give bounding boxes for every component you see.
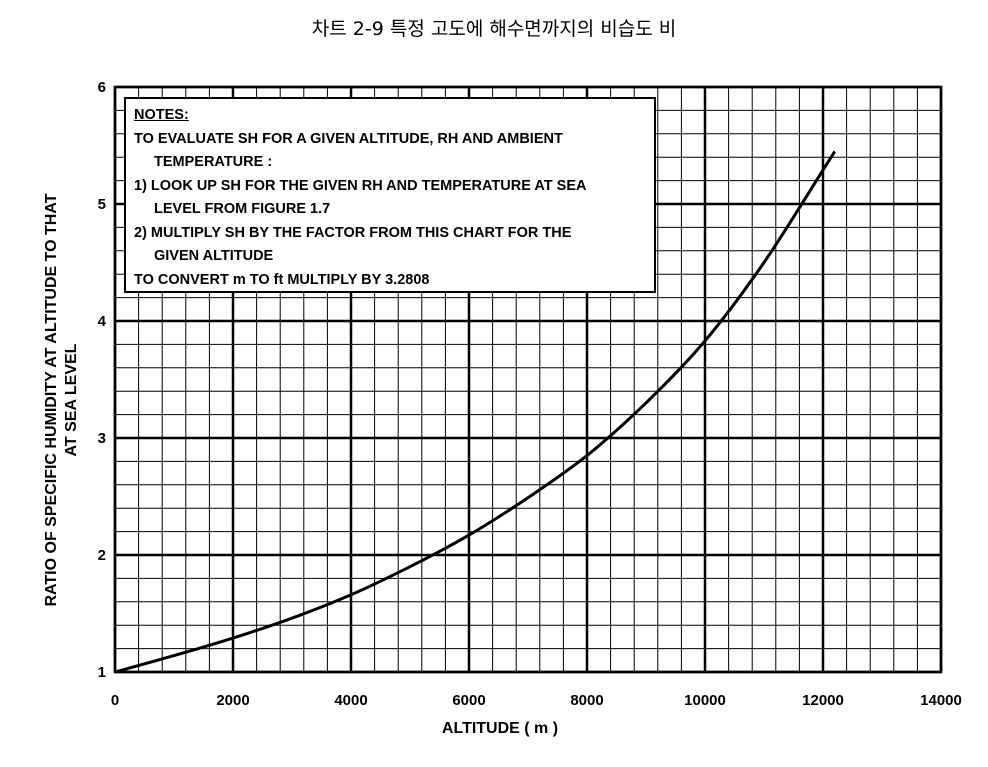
x-tick-label: 8000 <box>570 692 603 709</box>
y-tick-label: 5 <box>98 196 106 213</box>
notes-heading: NOTES: <box>134 107 189 123</box>
notes-line: TO CONVERT m TO ft MULTIPLY BY 3.2808 <box>134 271 430 288</box>
notes-line: TO EVALUATE SH FOR A GIVEN ALTITUDE, RH … <box>134 130 563 147</box>
plot-frame <box>113 85 943 674</box>
y-tick-label: 2 <box>98 547 106 564</box>
series-layer <box>114 150 837 674</box>
y-tick-label: 4 <box>98 313 107 330</box>
x-tick-label: 6000 <box>452 692 485 709</box>
tick-labels: 0 2000 4000 6000 8000 10000 12000 14000 1 2 3 4 5 6 <box>98 79 962 709</box>
y-axis-label-line: RATIO OF SPECIFIC HUMIDITY AT ALTITUDE T… <box>43 193 60 607</box>
x-tick-label: 4000 <box>334 692 367 709</box>
x-axis-label: ALTITUDE ( m ) <box>441 720 559 737</box>
y-tick-label: 3 <box>98 430 106 447</box>
series-line <box>114 150 837 674</box>
x-tick-label: 2000 <box>216 692 249 709</box>
notes-line: TEMPERATURE : <box>154 154 273 170</box>
x-tick-label: 12000 <box>802 692 844 709</box>
y-tick-label: 1 <box>98 664 106 681</box>
x-tick-label: 14000 <box>920 692 962 709</box>
x-tick-label: 0 <box>111 692 119 709</box>
notes-box: NOTES: TO EVALUATE SH FOR A GIVEN ALTITU… <box>124 97 656 293</box>
notes-line: LEVEL FROM FIGURE 1.7 <box>154 201 331 217</box>
y-tick-label: 6 <box>98 79 106 96</box>
y-axis-label: RATIO OF SPECIFIC HUMIDITY AT ALTITUDE T… <box>42 90 82 710</box>
notes-line: GIVEN ALTITUDE <box>154 248 274 264</box>
notes-line: 2) MULTIPLY SH BY THE FACTOR FROM THIS C… <box>134 224 572 241</box>
chart-title: 차트 2-9 특정 고도에 해수면까지의 비습도 비 <box>311 18 677 40</box>
notes-line: 1) LOOK UP SH FOR THE GIVEN RH AND TEMPE… <box>134 177 587 194</box>
x-tick-label: 10000 <box>684 692 726 709</box>
y-axis-label-line: AT SEA LEVEL <box>63 343 80 457</box>
